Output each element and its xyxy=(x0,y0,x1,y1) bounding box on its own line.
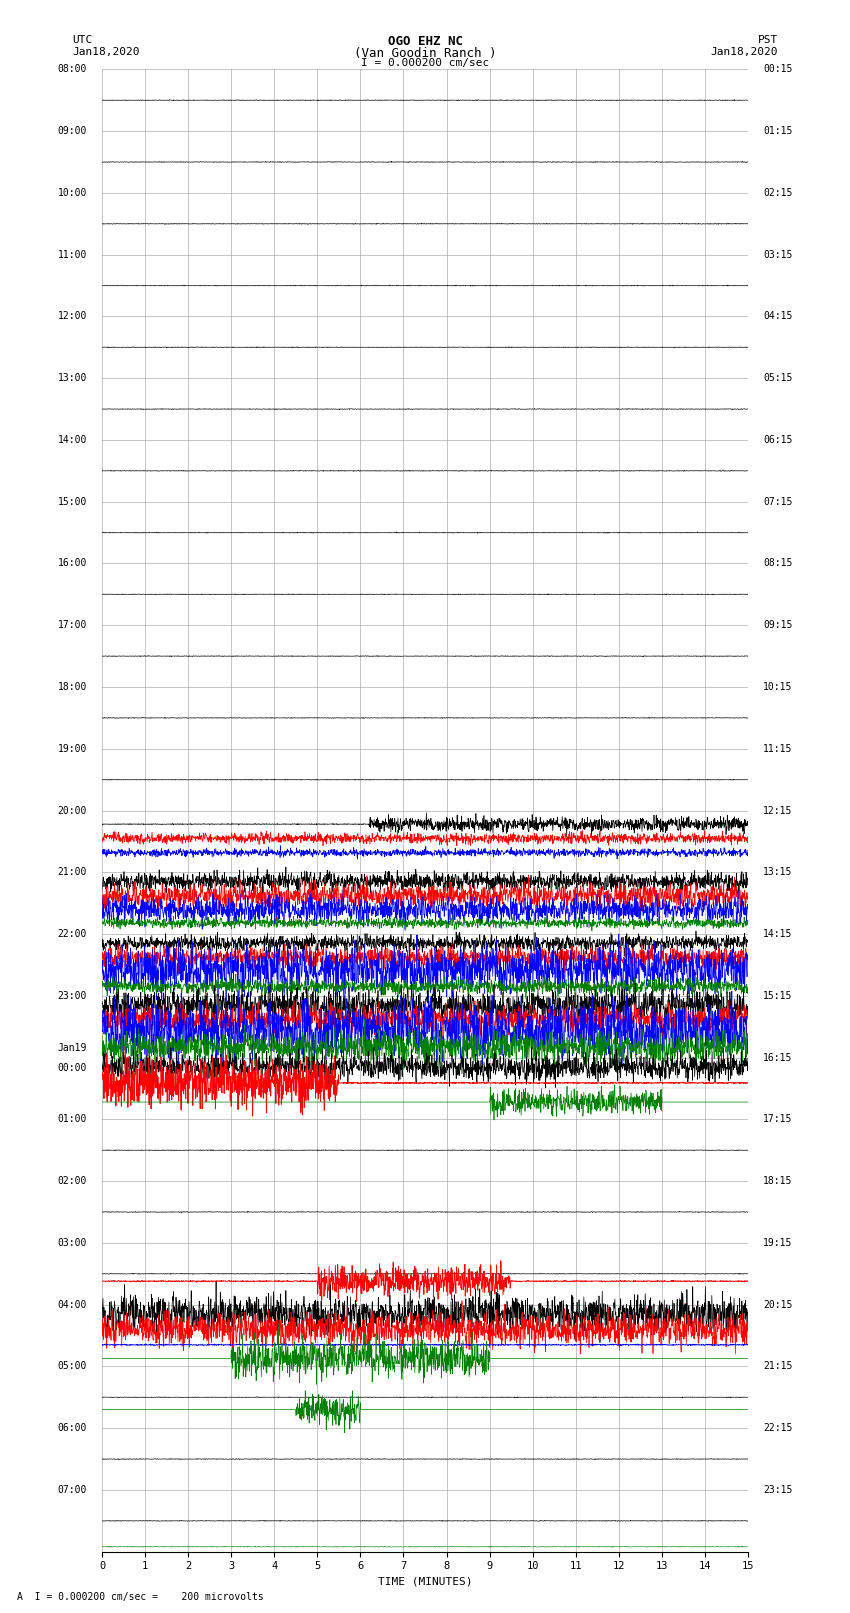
Text: 15:00: 15:00 xyxy=(58,497,87,506)
Text: 12:15: 12:15 xyxy=(763,805,792,816)
Text: 00:15: 00:15 xyxy=(763,65,792,74)
Text: 16:15: 16:15 xyxy=(763,1053,792,1063)
Text: 06:15: 06:15 xyxy=(763,436,792,445)
Text: 22:15: 22:15 xyxy=(763,1423,792,1434)
Text: 14:15: 14:15 xyxy=(763,929,792,939)
Text: Jan19: Jan19 xyxy=(58,1042,87,1053)
Text: I = 0.000200 cm/sec: I = 0.000200 cm/sec xyxy=(361,58,489,68)
Text: 08:00: 08:00 xyxy=(58,65,87,74)
Text: 06:00: 06:00 xyxy=(58,1423,87,1434)
Text: 01:00: 01:00 xyxy=(58,1115,87,1124)
Text: 02:15: 02:15 xyxy=(763,187,792,198)
Text: 19:15: 19:15 xyxy=(763,1237,792,1248)
Text: 03:15: 03:15 xyxy=(763,250,792,260)
Text: 02:00: 02:00 xyxy=(58,1176,87,1186)
Text: 14:00: 14:00 xyxy=(58,436,87,445)
Text: 11:15: 11:15 xyxy=(763,744,792,753)
Text: 22:00: 22:00 xyxy=(58,929,87,939)
Text: 09:00: 09:00 xyxy=(58,126,87,135)
Text: 01:15: 01:15 xyxy=(763,126,792,135)
Text: 12:00: 12:00 xyxy=(58,311,87,321)
Text: 18:00: 18:00 xyxy=(58,682,87,692)
Text: A  I = 0.000200 cm/sec =    200 microvolts: A I = 0.000200 cm/sec = 200 microvolts xyxy=(17,1592,264,1602)
Text: UTC: UTC xyxy=(72,35,93,45)
Text: 21:15: 21:15 xyxy=(763,1361,792,1371)
Text: 04:15: 04:15 xyxy=(763,311,792,321)
Text: 08:15: 08:15 xyxy=(763,558,792,568)
Text: 09:15: 09:15 xyxy=(763,621,792,631)
Text: 15:15: 15:15 xyxy=(763,990,792,1000)
Text: 17:00: 17:00 xyxy=(58,621,87,631)
Text: 21:00: 21:00 xyxy=(58,868,87,877)
Text: OGO EHZ NC: OGO EHZ NC xyxy=(388,35,462,48)
X-axis label: TIME (MINUTES): TIME (MINUTES) xyxy=(377,1578,473,1587)
Text: 16:00: 16:00 xyxy=(58,558,87,568)
Text: 13:00: 13:00 xyxy=(58,373,87,384)
Text: 17:15: 17:15 xyxy=(763,1115,792,1124)
Text: 05:15: 05:15 xyxy=(763,373,792,384)
Text: 11:00: 11:00 xyxy=(58,250,87,260)
Text: 05:00: 05:00 xyxy=(58,1361,87,1371)
Text: 07:00: 07:00 xyxy=(58,1486,87,1495)
Text: 18:15: 18:15 xyxy=(763,1176,792,1186)
Text: 13:15: 13:15 xyxy=(763,868,792,877)
Text: 23:00: 23:00 xyxy=(58,990,87,1000)
Text: Jan18,2020: Jan18,2020 xyxy=(72,47,139,56)
Text: 10:00: 10:00 xyxy=(58,187,87,198)
Text: Jan18,2020: Jan18,2020 xyxy=(711,47,778,56)
Text: 03:00: 03:00 xyxy=(58,1237,87,1248)
Text: 23:15: 23:15 xyxy=(763,1486,792,1495)
Text: 20:15: 20:15 xyxy=(763,1300,792,1310)
Text: 19:00: 19:00 xyxy=(58,744,87,753)
Text: 10:15: 10:15 xyxy=(763,682,792,692)
Text: (Van Goodin Ranch ): (Van Goodin Ranch ) xyxy=(354,47,496,60)
Text: 07:15: 07:15 xyxy=(763,497,792,506)
Text: PST: PST xyxy=(757,35,778,45)
Text: 20:00: 20:00 xyxy=(58,805,87,816)
Text: 00:00: 00:00 xyxy=(58,1063,87,1073)
Text: 04:00: 04:00 xyxy=(58,1300,87,1310)
